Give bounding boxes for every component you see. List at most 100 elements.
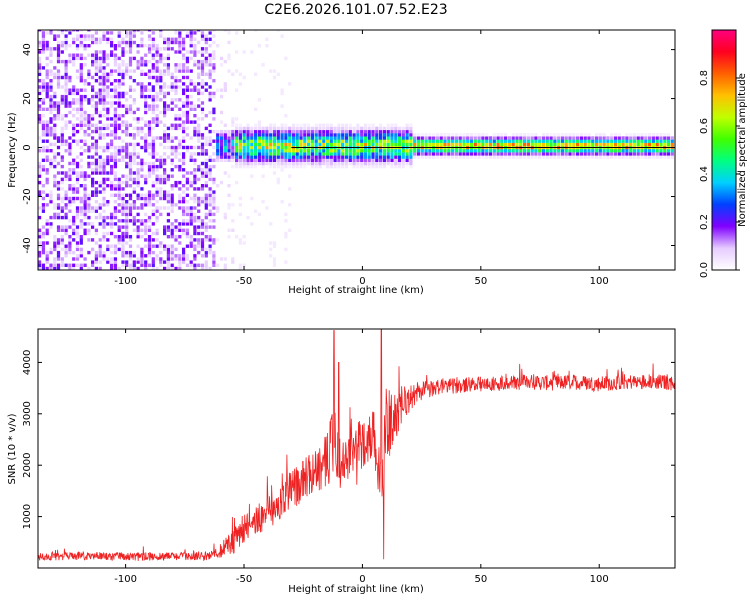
spectrogram-cell <box>64 193 68 197</box>
spectrogram-cell <box>227 133 231 137</box>
spectrogram-cell <box>219 139 224 143</box>
spectrogram-cell <box>401 126 405 131</box>
spectrogram-cell <box>420 152 424 156</box>
spectrogram-cell <box>94 228 98 232</box>
spectrogram-cell <box>185 193 189 197</box>
spectrogram-cell <box>318 123 322 127</box>
spectrogram-cell <box>113 250 117 255</box>
spectrogram-cell <box>663 149 667 153</box>
spectrogram-cell <box>193 31 197 35</box>
spectrogram-cell <box>41 164 45 169</box>
spectrogram-cell <box>212 79 216 83</box>
spectrogram-cell <box>238 82 242 86</box>
spectrogram-cell <box>113 152 117 156</box>
spectrogram-cell <box>106 123 110 127</box>
spectrogram-cell <box>409 158 413 162</box>
spectrogram-cell <box>136 206 140 210</box>
spectrogram-cell <box>409 129 413 134</box>
spectrogram-cell <box>83 120 87 124</box>
spectrogram-cell <box>121 200 125 204</box>
spectrogram-cell <box>447 133 451 137</box>
spectrogram-cell <box>170 152 174 156</box>
spectrogram-cell <box>288 161 292 166</box>
spectrogram-cell <box>38 235 42 239</box>
spectrogram-cell <box>170 47 174 51</box>
spectrogram-cell <box>56 225 61 229</box>
spectrogram-cell <box>250 126 254 131</box>
spectrogram-cell <box>405 149 409 153</box>
spectrogram-cell <box>204 63 208 67</box>
spectrogram-cell <box>91 180 95 185</box>
spectrogram-cell <box>113 136 117 140</box>
spectrogram-cell <box>64 75 68 80</box>
spectrogram-cell <box>87 72 91 76</box>
spectrogram-cell <box>435 139 439 143</box>
spectrogram-cell <box>102 107 106 111</box>
spectrogram-cell <box>87 69 91 73</box>
spectrogram-cell <box>307 161 311 166</box>
spectrogram-cell <box>212 190 216 194</box>
spectrogram-cell <box>344 152 349 156</box>
spectrogram-cell <box>322 129 326 134</box>
spectrogram-cell <box>53 47 57 51</box>
spectrogram-cell <box>110 222 114 226</box>
spectrogram-cell <box>110 139 114 143</box>
spectrogram-cell <box>200 72 205 76</box>
spectrogram-cell <box>45 228 49 232</box>
spectrogram-cell <box>185 180 189 185</box>
spectrogram-cell <box>79 114 83 118</box>
spectrogram-cell <box>132 187 136 191</box>
spectrogram-cell <box>140 31 144 35</box>
spectrogram-cell <box>136 266 140 270</box>
spectrogram-cell <box>276 129 280 134</box>
spectrogram-cell <box>208 212 212 217</box>
spectrogram-cell <box>420 139 424 143</box>
spectrogram-cell <box>144 110 148 115</box>
spectrogram-cell <box>265 133 269 137</box>
spectrogram-cell <box>344 123 349 127</box>
spectrogram-cell <box>106 79 110 83</box>
spectrogram-cell <box>219 129 224 134</box>
spectrogram-cell <box>189 44 193 48</box>
spectrogram-cell <box>526 152 530 156</box>
spectrogram-cell <box>185 101 189 105</box>
spectrogram-cell <box>170 235 174 239</box>
spectrogram-cell <box>49 72 53 76</box>
spectrogram-cell <box>473 133 477 137</box>
spectrogram-cell <box>174 31 178 35</box>
spectrogram-cell <box>492 139 496 143</box>
spectrogram-cell <box>106 114 110 118</box>
spectrogram-cell <box>155 238 159 242</box>
spectrogram-cell <box>140 235 144 239</box>
spectrogram-cell <box>670 142 674 147</box>
spectrogram-cell <box>208 190 212 194</box>
spectrogram-cell <box>75 263 80 267</box>
spectrogram-cell <box>280 123 284 127</box>
colorbar-tick-label: 0.6 <box>699 118 710 134</box>
spectrogram-cell <box>193 120 197 124</box>
spectrogram-cell <box>242 142 246 147</box>
spectrogram-cell <box>299 129 303 134</box>
spectrogram-cell <box>170 37 174 41</box>
spectrogram-cell <box>572 149 576 153</box>
spectrogram-cell <box>147 200 152 204</box>
spectrogram-cell <box>102 231 106 236</box>
spectrogram-cell <box>185 85 189 89</box>
spectrogram-cell <box>102 37 106 41</box>
spectrogram-cell <box>38 44 42 48</box>
spectrogram-cell <box>670 136 674 140</box>
spectrogram-cell <box>79 75 83 80</box>
spectrogram-cell <box>117 190 121 194</box>
spectrogram-cell <box>151 145 155 150</box>
spectrogram-cell <box>117 34 121 38</box>
spectrogram-cell <box>246 142 250 147</box>
spectrogram-cell <box>208 123 212 127</box>
spectrogram-cell <box>56 69 61 73</box>
spectrogram-cell <box>75 180 80 185</box>
spectrogram-cell <box>163 177 167 182</box>
spectrogram-cell <box>326 161 330 166</box>
spectrogram-cell <box>83 139 87 143</box>
spectrogram-cell <box>280 142 284 147</box>
spectrogram-cell <box>60 75 64 80</box>
colorbar-tick-label: 0.8 <box>699 70 710 86</box>
